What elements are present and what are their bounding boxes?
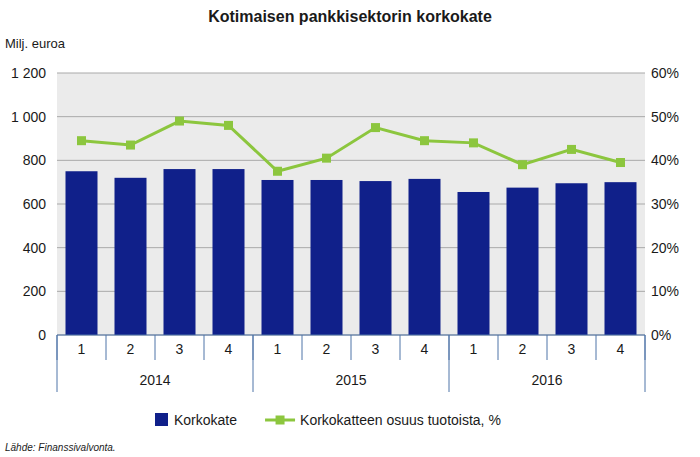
legend-label: Korkokate (174, 412, 237, 428)
bar (311, 180, 343, 335)
y-tick-label: 600 (23, 196, 47, 212)
x-tick-label: 2 (323, 341, 331, 357)
bar (164, 169, 196, 335)
y2-tick-label: 50% (651, 109, 679, 125)
y2-tick-label: 0% (651, 327, 671, 343)
grid-line (57, 160, 645, 161)
y-tick-label: 400 (23, 240, 47, 256)
line-marker (322, 154, 331, 163)
y-tick-label: 200 (23, 283, 47, 299)
x-tick-label: 1 (470, 341, 478, 357)
bar (213, 169, 245, 335)
line-marker (616, 158, 625, 167)
line-marker (420, 136, 429, 145)
x-tick (498, 335, 499, 360)
x-tick (400, 335, 401, 360)
line-marker (77, 136, 86, 145)
line-marker (175, 117, 184, 126)
line-marker (518, 160, 527, 169)
y-tick-label: 800 (23, 152, 47, 168)
bar (115, 178, 147, 335)
line-marker (273, 167, 282, 176)
y2-tick-label: 20% (651, 240, 679, 256)
x-group-label: 2014 (139, 372, 170, 388)
bar (262, 180, 294, 335)
bar (66, 171, 98, 335)
x-tick (155, 335, 156, 360)
group-separator (253, 335, 254, 392)
y-axis-label: Milj. euroa (5, 36, 66, 51)
x-tick (351, 335, 352, 360)
plot-background (57, 73, 645, 335)
bar (409, 179, 441, 335)
line (82, 121, 621, 171)
line-marker (224, 121, 233, 130)
group-separator (645, 335, 646, 392)
y2-tick-label: 40% (651, 152, 679, 168)
legend-label: Korkokatteen osuus tuotoista, % (300, 412, 501, 428)
chart: Kotimaisen pankkisektorin korkokate Milj.… (0, 0, 700, 457)
bar (556, 183, 588, 335)
y2-tick-label: 30% (651, 196, 679, 212)
line-marker (126, 141, 135, 150)
x-tick (106, 335, 107, 360)
x-tick (596, 335, 597, 360)
x-tick-label: 1 (274, 341, 282, 357)
x-tick-label: 2 (127, 341, 135, 357)
x-tick-label: 4 (421, 341, 429, 357)
x-tick-label: 4 (225, 341, 233, 357)
bar (458, 192, 490, 335)
x-group-label: 2016 (531, 372, 562, 388)
x-group-label: 2015 (335, 372, 366, 388)
x-tick-label: 4 (617, 341, 625, 357)
group-separator (449, 335, 450, 392)
x-tick (547, 335, 548, 360)
y2-tick-label: 10% (651, 283, 679, 299)
legend-marker (276, 416, 285, 425)
x-tick-label: 3 (176, 341, 184, 357)
legend-swatch (155, 413, 168, 426)
title: Kotimaisen pankkisektorin korkokate (208, 8, 492, 25)
bar (507, 188, 539, 335)
x-tick (302, 335, 303, 360)
bar (605, 182, 637, 335)
line-marker (469, 138, 478, 147)
y-tick-label: 1 200 (11, 65, 46, 81)
x-tick-label: 3 (568, 341, 576, 357)
group-separator (57, 335, 58, 392)
source: Lähde: Finanssivalvonta. (5, 442, 116, 453)
y-tick-label: 0 (38, 327, 46, 343)
bar (360, 181, 392, 335)
x-tick-label: 2 (519, 341, 527, 357)
y2-tick-label: 60% (651, 65, 679, 81)
line-marker (371, 123, 380, 132)
plot-data (66, 117, 637, 335)
x-tick-label: 3 (372, 341, 380, 357)
grid-line (57, 116, 645, 117)
grid-line (57, 73, 645, 74)
y-tick-label: 1 000 (11, 109, 46, 125)
x-tick (204, 335, 205, 360)
line-marker (567, 145, 576, 154)
legend: Korkokate Korkokatteen osuus tuotoista, % (155, 412, 501, 428)
x-tick-label: 1 (78, 341, 86, 357)
